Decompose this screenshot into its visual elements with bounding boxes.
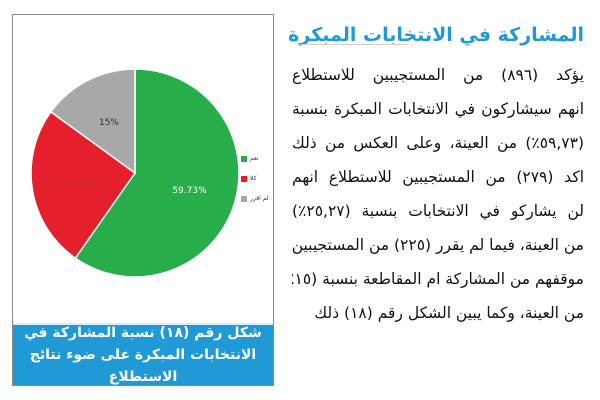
- legend-swatch: [241, 155, 247, 162]
- chart-caption-box: شكل رقم (١٨) نسبة المشاركة في الانتخابات…: [13, 323, 273, 385]
- legend-item: كلا: [241, 175, 271, 182]
- article-line: من العينة، فيما لم يقرر (٢٢٥) من المستجي…: [292, 236, 584, 254]
- pie-chart: 59.73% 25.27% 15%: [30, 68, 240, 278]
- pie-slice-1: [74, 68, 240, 278]
- legend-label: لم اقرر: [250, 195, 269, 202]
- article-line: لن يشاركو في الانتخابات بنسبة (٢٥,٢٧٪): [292, 202, 584, 220]
- article-line: (٥٩,٧٣٪) من العينة، وعلى العكس من ذلك: [292, 134, 584, 152]
- chart-legend: نعم كلا لم اقرر: [241, 155, 271, 215]
- legend-swatch: [241, 195, 247, 202]
- article-title: المشاركة في الانتخابات المبكرة: [288, 24, 584, 46]
- pie-value-label: 59.73%: [172, 186, 207, 196]
- article: المشاركة في الانتخابات المبكرة يؤكد (٨٩٦…: [286, 14, 588, 394]
- pie-slice-3: [49, 68, 136, 175]
- legend-item: نعم: [241, 155, 271, 162]
- pie-slice-2: [30, 110, 137, 260]
- legend-item: لم اقرر: [241, 195, 271, 202]
- chart-caption: شكل رقم (١٨) نسبة المشاركة في الانتخابات…: [24, 325, 262, 385]
- legend-label: كلا: [250, 175, 257, 182]
- legend-swatch: [241, 175, 247, 182]
- article-line: يؤكد (٨٩٦) من المستجيبين للاستطلاع: [292, 66, 584, 84]
- article-line: اكد (٢٧٩) من المستجيبين للاستطلاع انهم: [292, 168, 584, 186]
- pie-value-label: 25.27%: [61, 178, 96, 188]
- article-line: من العينة، وكما يبين الشكل رقم (١٨) ذلك: [314, 304, 584, 322]
- article-line: موقفهم من المشاركة ام المقاطعة بنسبة (١٥…: [292, 270, 584, 288]
- title-divider: [300, 44, 408, 45]
- article-line: انهم سيشاركون في الانتخابات المبكرة بنسب…: [292, 100, 584, 118]
- chart-panel: 59.73% 25.27% 15% نعم كلا لم اقرر شكل رقم (١…: [12, 14, 274, 386]
- pie-value-label: 15%: [99, 118, 119, 128]
- legend-label: نعم: [250, 155, 259, 162]
